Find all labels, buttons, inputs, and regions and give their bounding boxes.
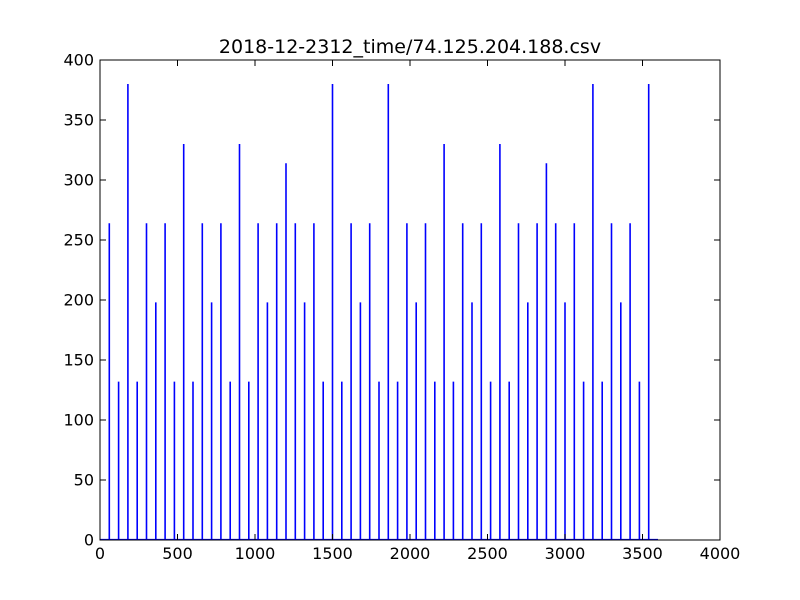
bars-group bbox=[108, 84, 650, 540]
chart-title: 2018-12-2312_time/74.125.204.188.csv bbox=[219, 36, 601, 58]
y-tick-label-6: 300 bbox=[63, 171, 94, 190]
y-axis: 0 50 100 150 200 250 300 350 400 bbox=[63, 51, 720, 550]
x-tick-label-3: 1500 bbox=[312, 544, 353, 563]
y-tick-label-2: 100 bbox=[63, 411, 94, 430]
y-tick-label-7: 350 bbox=[63, 111, 94, 130]
y-tick-label-0: 0 bbox=[84, 531, 94, 550]
x-tick-label-8: 4000 bbox=[700, 544, 741, 563]
x-tick-label-0: 0 bbox=[95, 544, 105, 563]
y-tick-label-1: 50 bbox=[74, 471, 94, 490]
x-tick-label-1: 500 bbox=[162, 544, 193, 563]
y-tick-label-3: 150 bbox=[63, 351, 94, 370]
x-tick-label-6: 3000 bbox=[545, 544, 586, 563]
x-axis: 0 500 1000 1500 2000 2500 3000 3500 4000 bbox=[95, 60, 740, 563]
x-tick-label-2: 1000 bbox=[235, 544, 276, 563]
y-tick-label-8: 400 bbox=[63, 51, 94, 70]
y-tick-label-4: 200 bbox=[63, 291, 94, 310]
x-tick-label-7: 3500 bbox=[622, 544, 663, 563]
x-tick-label-5: 2500 bbox=[467, 544, 508, 563]
y-tick-label-5: 250 bbox=[63, 231, 94, 250]
x-tick-label-4: 2000 bbox=[390, 544, 431, 563]
